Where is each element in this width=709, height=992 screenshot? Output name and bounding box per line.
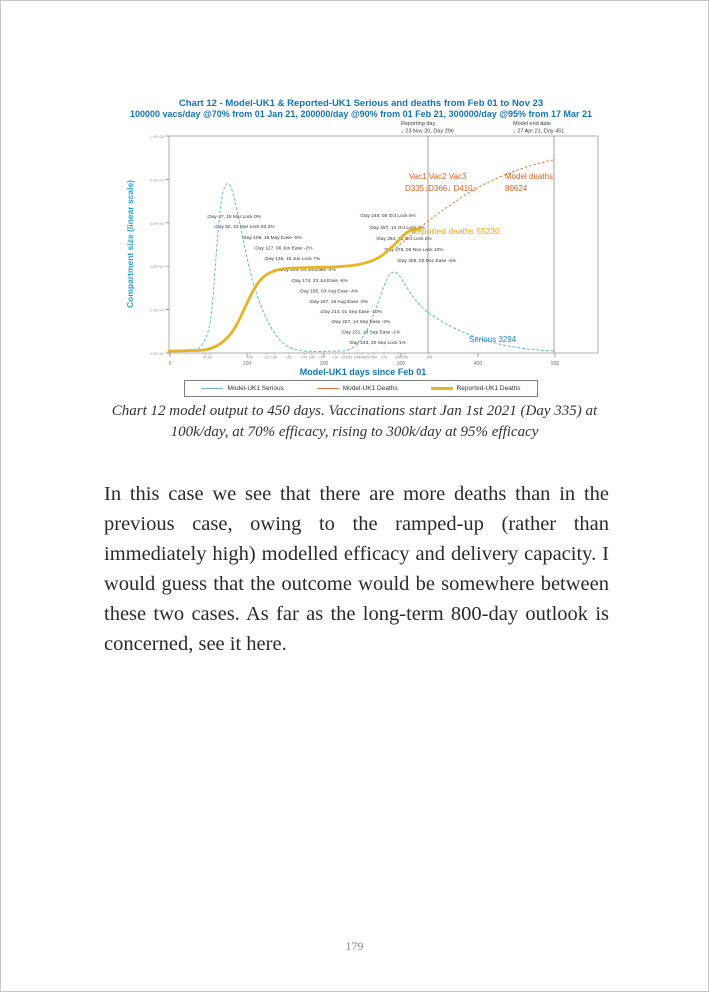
legend-item-reported-deaths: Reported-UK1 Deaths — [430, 385, 521, 392]
chart-figure: Chart 12 - Model-UK1 & Reported-UK1 Seri… — [125, 98, 599, 377]
model-deaths-line-sample-icon — [316, 388, 339, 389]
day-tick: 243 — [354, 356, 360, 360]
day-tick: 174 — [301, 356, 307, 360]
event-annotation: ↓Day 174, 23 Jul Ease -6% — [290, 278, 349, 284]
x-axis-label: Model-UK1 days since Feb 01 — [300, 367, 427, 377]
model-end-label: Model end date — [513, 121, 551, 127]
vaccination-annotation-line1: Vac1 Vac2 Vac3 — [409, 172, 467, 181]
event-annotation: ↓Day 305, 02 Dec Ease -5% — [396, 258, 457, 264]
day-tick: 47 — [203, 356, 207, 360]
event-annotation: ↑Day 248, 05 Oct Lock 5% — [359, 213, 417, 219]
day-tick: 105 — [247, 356, 253, 360]
day-tick: 296 — [395, 356, 401, 360]
x-axis-major-ticks — [169, 353, 556, 357]
legend-label: Reported-UK1 Deaths — [456, 385, 521, 392]
y-tick-label: 2.0E+04 — [150, 309, 164, 313]
event-annotation: ↑Day 257, 14 Oct Lock 3% — [368, 225, 426, 231]
body-paragraph: In this case we see that there are more … — [104, 483, 609, 655]
event-annotation: ↓Day 136, 15 Jun Lock 7% — [263, 256, 321, 262]
page-number: 179 — [345, 939, 364, 953]
chart-subtitle: 100000 vacs/day @70% from 01 Jan 21, 200… — [130, 109, 592, 119]
figure-caption: Chart 12 model output to 450 days. Vacci… — [1, 401, 708, 444]
day-tick: 185 — [309, 356, 315, 360]
y-axis-label: Compartment size (linear scale) — [125, 180, 135, 308]
day-tick: 305 — [402, 356, 408, 360]
model-deaths-label: Model deaths — [505, 172, 553, 181]
vaccination-annotation-line2: D335↓D366↓ D410↓ — [405, 184, 477, 193]
event-annotation: ↓Day 214, 01 Sep Ease -10% — [319, 309, 383, 315]
legend-item-model-deaths: Model-UK1 Deaths — [316, 385, 398, 392]
y-tick-label: 1.0E+05 — [150, 135, 164, 139]
y-tick-label: 8.0E+04 — [150, 178, 164, 182]
y-tick-label: 0.0E+00 — [150, 352, 164, 356]
event-annotation: ↓Day 185, 03 Aug Ease -4% — [298, 289, 359, 295]
day-tick: 231 — [346, 356, 352, 360]
day-tick: 264 — [371, 356, 377, 360]
day-tick: 136 — [271, 356, 277, 360]
day-tick: 227 — [341, 356, 347, 360]
day-tick: 248 — [359, 356, 365, 360]
reporting-day-value: ↓ 23 Nov 20, Day 296 — [401, 129, 454, 135]
model-deaths-value: 80624 — [505, 184, 528, 193]
serious-label: Serious 3294 — [469, 335, 517, 344]
day-tick: 52 — [208, 356, 212, 360]
y-axis-ticks — [165, 135, 169, 354]
day-tick: 335 — [426, 356, 432, 360]
event-annotation: ↓Day 227, 14 Sep Ease -2% — [330, 319, 391, 325]
event-annotation: ↓Day 197, 15 Aug Ease -3% — [308, 299, 369, 305]
figure-caption-text: Chart 12 model output to 450 days. Vacci… — [111, 403, 598, 441]
legend-item-serious: Model-UK1 Serious — [201, 385, 284, 392]
chart-legend: Model-UK1 Serious Model-UK1 Deaths Repor… — [184, 380, 538, 397]
day-tick: 127 — [264, 356, 270, 360]
legend-label: Model-UK1 Serious — [227, 385, 284, 392]
event-day-ticks — [204, 353, 430, 356]
event-annotation: ↓Day 231, 18 Sep Ease -1% — [340, 330, 401, 336]
y-tick-label: 6.0E+04 — [150, 222, 164, 226]
x-tick-label: 400 — [474, 361, 483, 367]
x-tick-label: 0 — [169, 361, 172, 367]
event-annotation: ↓Day 155, 04 Jul Ease -4% — [278, 267, 337, 273]
plot-border — [168, 135, 599, 354]
x-tick-label: 300 — [397, 361, 406, 367]
x-tick-label: 500 — [551, 361, 560, 367]
event-annotation: ↑Day 243, 30 Sep Lock 1% — [348, 340, 407, 346]
day-tick: 278 — [381, 356, 387, 360]
event-annotation: ↓Day 105, 15 May Ease -5% — [241, 235, 303, 241]
reported-deaths-line-sample-icon — [430, 387, 453, 390]
event-annotation: ↑Day 264, 21 Oct Lock 2% — [375, 236, 433, 242]
event-annotation: ↓Day 127, 06 Jun Ease -2% — [253, 246, 313, 252]
x-tick-label: 200 — [320, 361, 329, 367]
reported-deaths-curve — [167, 227, 422, 353]
serious-curve — [168, 183, 555, 353]
model-end-value: ↓ 27 Apr 21, Day 451 — [513, 129, 564, 135]
day-tick: 214 — [332, 356, 338, 360]
x-tick-label: 100 — [243, 361, 252, 367]
serious-line-sample-icon — [201, 388, 224, 389]
chart-title: Chart 12 - Model-UK1 & Reported-UK1 Seri… — [179, 98, 543, 109]
event-annotation: ↓Day 52, 23 Mar Lock 83.2% — [213, 224, 275, 230]
event-annotation: ↓Day 47, 18 Mar Lock 0% — [206, 214, 262, 220]
day-tick: 155 — [286, 356, 292, 360]
reporting-day-label: Reporting day — [401, 121, 435, 127]
y-tick-label: 4.0E+04 — [150, 265, 164, 269]
day-tick: 257 — [365, 356, 371, 360]
day-tick: 197 — [319, 356, 325, 360]
event-annotation: ↑Day 278, 05 Nov Lock 10% — [383, 247, 444, 253]
legend-label: Model-UK1 Deaths — [342, 385, 398, 392]
reported-deaths-label: Reported deaths 55230 — [411, 226, 500, 236]
